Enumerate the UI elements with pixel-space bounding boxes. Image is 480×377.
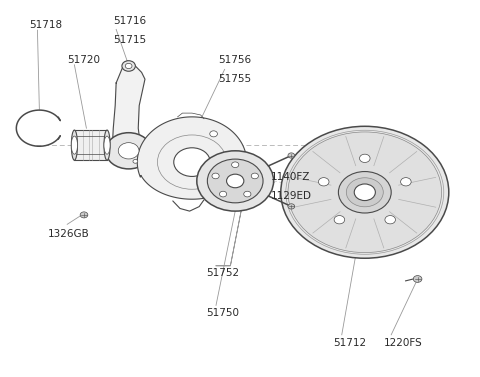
Circle shape (281, 126, 449, 258)
Circle shape (401, 178, 411, 186)
Circle shape (288, 132, 442, 253)
Circle shape (244, 191, 251, 197)
Circle shape (385, 216, 396, 224)
Text: 51752: 51752 (206, 268, 240, 278)
Ellipse shape (72, 136, 77, 154)
Circle shape (347, 178, 384, 207)
Circle shape (80, 212, 88, 218)
Text: 1129ED: 1129ED (271, 191, 312, 201)
Circle shape (338, 172, 391, 213)
Polygon shape (112, 61, 145, 168)
Circle shape (207, 159, 263, 203)
Text: 51750: 51750 (206, 308, 240, 318)
Circle shape (318, 178, 329, 186)
Circle shape (131, 158, 140, 165)
Circle shape (413, 276, 422, 282)
Text: 51720: 51720 (67, 55, 100, 65)
Text: 51755: 51755 (218, 74, 252, 84)
Text: 51756: 51756 (218, 55, 252, 65)
Text: 51718: 51718 (29, 20, 62, 29)
Circle shape (106, 133, 152, 169)
Text: 51712: 51712 (334, 338, 367, 348)
Circle shape (288, 204, 295, 209)
Circle shape (231, 162, 239, 167)
Circle shape (144, 141, 168, 160)
Text: 1140FZ: 1140FZ (271, 172, 311, 182)
Text: 1220FS: 1220FS (384, 338, 423, 348)
Circle shape (334, 216, 345, 224)
Circle shape (210, 131, 217, 137)
Circle shape (212, 173, 219, 179)
Circle shape (360, 154, 370, 162)
Ellipse shape (72, 130, 77, 160)
Circle shape (125, 63, 132, 69)
Ellipse shape (104, 130, 110, 160)
Text: 51715: 51715 (113, 35, 146, 44)
Circle shape (118, 143, 139, 159)
Text: 1326GB: 1326GB (48, 229, 90, 239)
Circle shape (133, 159, 138, 163)
Circle shape (122, 61, 135, 71)
Circle shape (219, 191, 227, 197)
Circle shape (251, 173, 258, 179)
Circle shape (174, 148, 210, 176)
Circle shape (288, 153, 295, 158)
Circle shape (197, 151, 274, 211)
Polygon shape (137, 117, 247, 199)
Ellipse shape (104, 136, 110, 154)
Circle shape (354, 184, 375, 201)
Text: 51716: 51716 (113, 16, 146, 26)
Bar (74, 130, 107, 160)
Circle shape (227, 174, 244, 188)
